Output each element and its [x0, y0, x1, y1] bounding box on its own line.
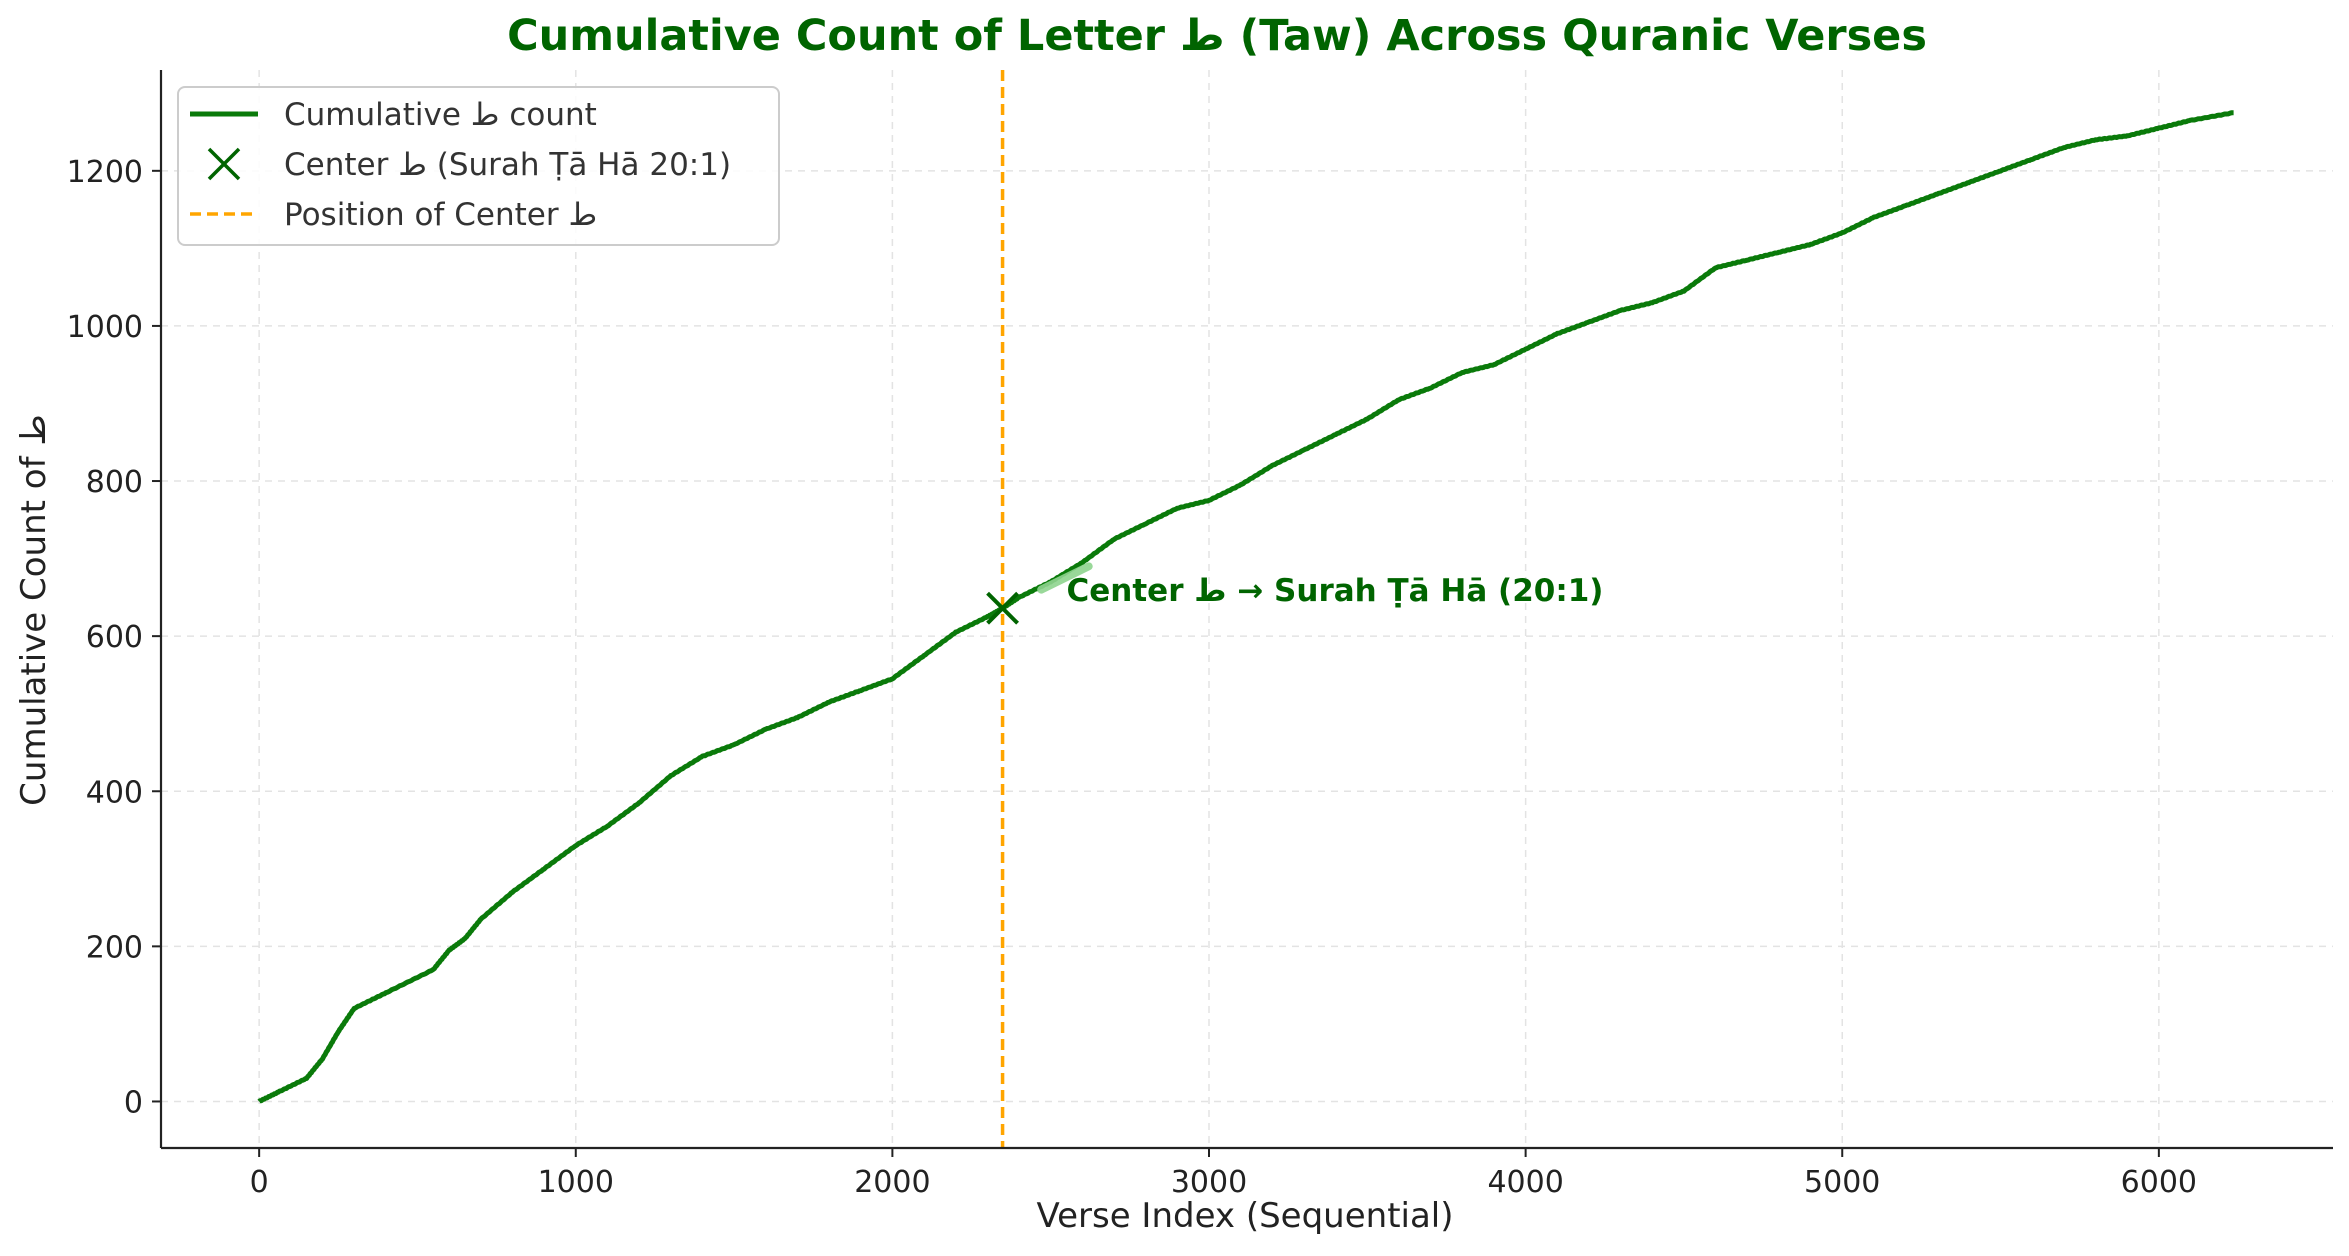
x-tick-label: 4000 [1487, 1165, 1563, 1200]
chart-title: Cumulative Count of Letter ط (Taw) Acros… [507, 11, 1927, 61]
legend-label-position: Position of Center ط [284, 197, 597, 233]
series-layer [257, 70, 2235, 1148]
center-marker-stroke [986, 591, 1019, 625]
legend: Cumulative ط count Center ط (Surah Ṭā Hā… [177, 86, 780, 246]
axes: 0 1000 2000 3000 4000 5000 6000 0 200 400 600 800 10… [67, 70, 2333, 1200]
cumulative-count-line [257, 110, 2235, 1104]
x-axis-label: Verse Index (Sequential) [1036, 1196, 1453, 1236]
center-marker [986, 591, 1019, 625]
y-tick-label: 1000 [67, 310, 143, 345]
x-tick-label: 1000 [538, 1165, 614, 1200]
x-tick-label: 2000 [854, 1165, 930, 1200]
y-tick-label: 600 [86, 620, 143, 655]
y-tick-label: 1200 [67, 155, 143, 190]
x-tick-label: 5000 [1804, 1165, 1880, 1200]
legend-label-cumulative: Cumulative ط count [284, 97, 597, 133]
legend-x-marker-swatch [207, 147, 241, 181]
highlight-segment [1037, 562, 1093, 594]
y-tick-label: 200 [86, 930, 143, 965]
x-tick-label: 6000 [2121, 1165, 2197, 1200]
y-tick-label: 0 [124, 1085, 143, 1120]
y-tick-label: 800 [86, 465, 143, 500]
grid [161, 70, 2333, 1148]
legend-label-center: Center ط (Surah Ṭā Hā 20:1) [284, 147, 731, 183]
x-tick-label: 0 [250, 1165, 269, 1200]
center-annotation: Center ط → Surah Ṭā Hā (20:1) [1067, 573, 1604, 609]
x-tick-label: 3000 [1171, 1165, 1247, 1200]
legend-box [177, 86, 780, 246]
y-axis-label: Cumulative Count of ط [14, 414, 54, 806]
y-tick-label: 400 [86, 775, 143, 810]
